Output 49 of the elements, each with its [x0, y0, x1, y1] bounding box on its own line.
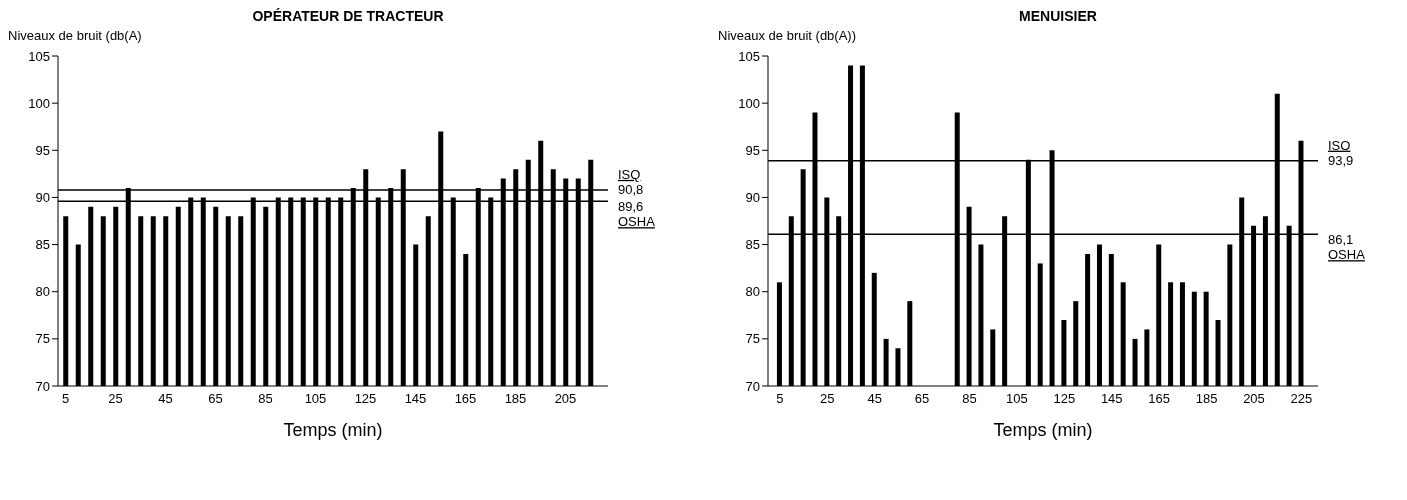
y-tick-label: 75 [745, 331, 760, 347]
y-tick-label: 95 [745, 142, 760, 158]
x-tick-label: 145 [1100, 391, 1123, 407]
x-tick-label: 205 [554, 391, 577, 407]
ref-line-label: ISQ 90,8 [618, 166, 644, 197]
x-tick-label: 65 [208, 391, 223, 407]
x-axis-title: Temps (min) [283, 420, 383, 440]
y-tick-label: 105 [738, 48, 760, 64]
y-tick-label: 85 [745, 237, 760, 253]
x-tick-label: 25 [108, 391, 123, 407]
y-tick-label: 90 [35, 190, 50, 206]
x-tick-label: 125 [354, 391, 377, 407]
y-axis-title: Niveaux de bruit (db(A) [8, 28, 143, 45]
x-tick-label: 165 [454, 391, 477, 407]
ref-line-label: 89,6 OSHA [618, 199, 656, 230]
x-tick-label: 125 [1053, 391, 1076, 407]
x-tick-label: 45 [867, 391, 882, 407]
x-tick-label: 185 [1195, 391, 1218, 407]
x-tick-label: 5 [61, 391, 70, 407]
x-tick-label: 45 [158, 391, 173, 407]
x-tick-label: 205 [1243, 391, 1265, 407]
y-tick-label: 95 [35, 142, 50, 158]
x-tick-label: 225 [1290, 391, 1313, 407]
y-tick-label: 80 [35, 284, 50, 300]
x-tick-label: 105 [304, 391, 327, 407]
x-tick-label: 145 [404, 391, 427, 407]
y-tick-label: 90 [745, 190, 760, 206]
y-tick-label: 100 [738, 95, 760, 111]
ref-line-label: 86,1 OSHA [1328, 232, 1366, 263]
x-tick-label: 185 [504, 391, 527, 407]
y-tick-label: 105 [28, 48, 50, 64]
y-axis-title: Niveaux de bruit (db(A)) [718, 28, 857, 45]
x-axis-title: Temps (min) [993, 420, 1093, 440]
y-tick-label: 80 [745, 284, 760, 300]
y-tick-label: 70 [745, 378, 760, 394]
chart-title: MENUISIER [1018, 8, 1098, 26]
ref-line-label: ISO 93,9 [1328, 137, 1354, 168]
x-tick-label: 85 [962, 391, 977, 407]
y-tick-label: 100 [28, 95, 50, 111]
y-tick-label: 70 [35, 378, 50, 394]
x-tick-label: 65 [914, 391, 930, 407]
x-tick-label: 85 [258, 391, 273, 407]
y-tick-label: 85 [35, 237, 50, 253]
y-tick-label: 75 [35, 331, 50, 347]
x-tick-label: 5 [776, 391, 784, 407]
x-tick-label: 25 [820, 391, 835, 407]
chart-title: OPÉRATEUR DE TRACTEUR [251, 8, 445, 26]
x-tick-label: 105 [1006, 391, 1028, 407]
x-tick-label: 165 [1148, 391, 1171, 407]
